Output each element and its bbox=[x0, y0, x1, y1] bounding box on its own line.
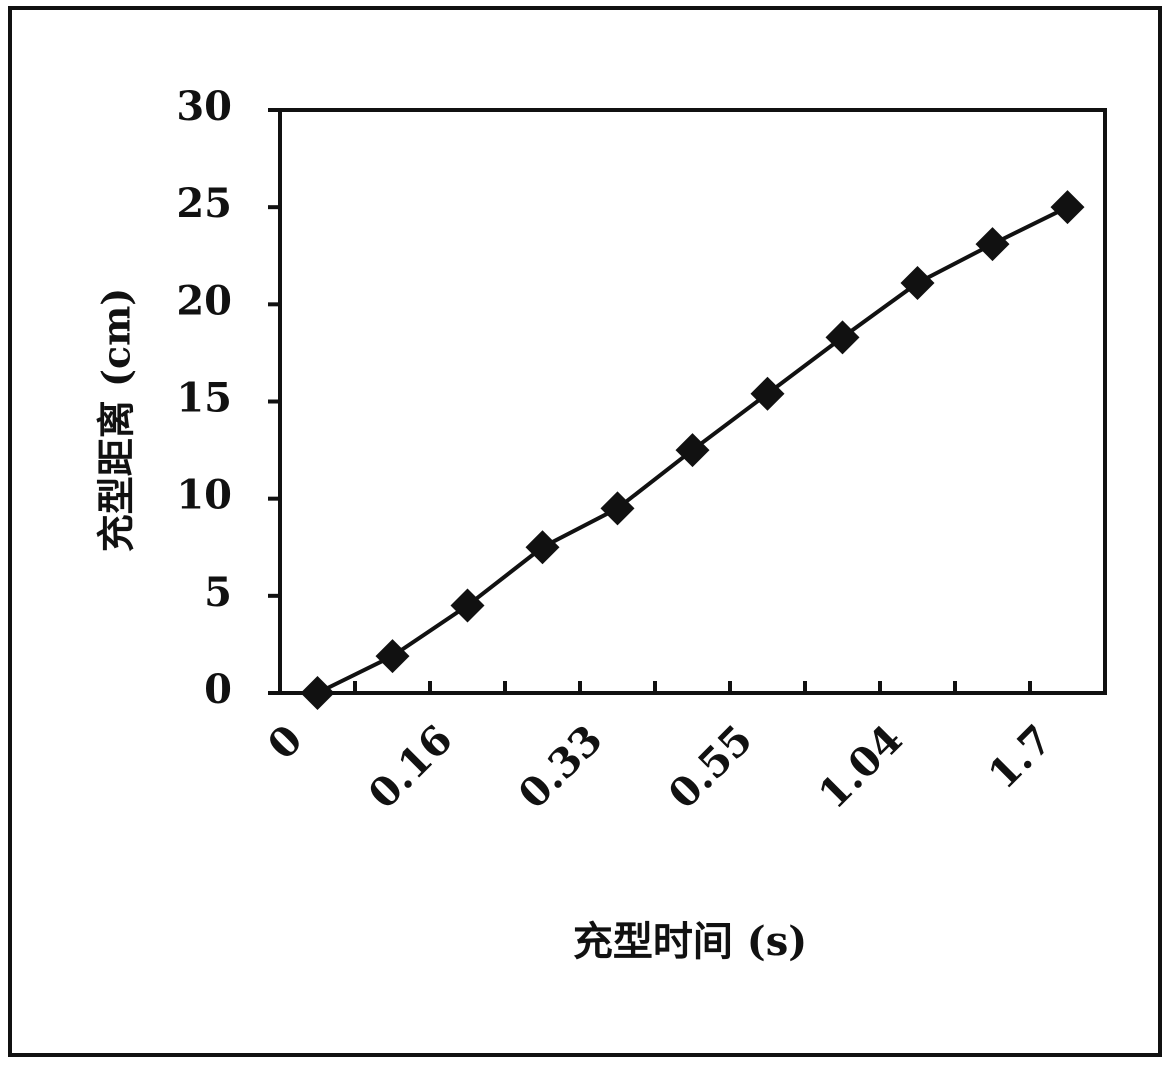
x-tick-label: 0.16 bbox=[360, 716, 462, 818]
data-marker bbox=[975, 227, 1010, 262]
data-marker bbox=[300, 676, 335, 710]
data-marker bbox=[900, 265, 935, 300]
x-tick-label: 0.55 bbox=[660, 716, 762, 818]
y-tick-label: 25 bbox=[176, 180, 232, 227]
x-tick-label: 1.04 bbox=[810, 716, 912, 818]
y-tick-label: 0 bbox=[204, 666, 232, 713]
y-tick-label: 10 bbox=[176, 472, 232, 519]
y-tick-label: 5 bbox=[204, 569, 232, 616]
data-marker bbox=[675, 433, 710, 468]
data-marker bbox=[375, 639, 410, 674]
data-marker bbox=[750, 376, 785, 411]
data-marker bbox=[600, 491, 635, 526]
plot-frame bbox=[278, 108, 1107, 695]
y-tick-label: 30 bbox=[176, 83, 232, 130]
data-marker bbox=[825, 320, 860, 355]
data-marker bbox=[450, 588, 485, 623]
outer-frame bbox=[8, 6, 1162, 1057]
data-marker bbox=[1050, 190, 1085, 225]
x-axis-label: 充型时间 (s) bbox=[573, 918, 807, 965]
x-tick-label: 0.33 bbox=[510, 716, 612, 818]
y-axis-label: 充型距离 (cm) bbox=[94, 288, 139, 553]
y-tick-label: 15 bbox=[176, 375, 232, 422]
x-tick-label: 0 bbox=[259, 716, 312, 769]
data-marker bbox=[525, 530, 560, 565]
y-tick-label: 20 bbox=[176, 277, 232, 324]
x-tick-label: 1.7 bbox=[979, 716, 1061, 798]
